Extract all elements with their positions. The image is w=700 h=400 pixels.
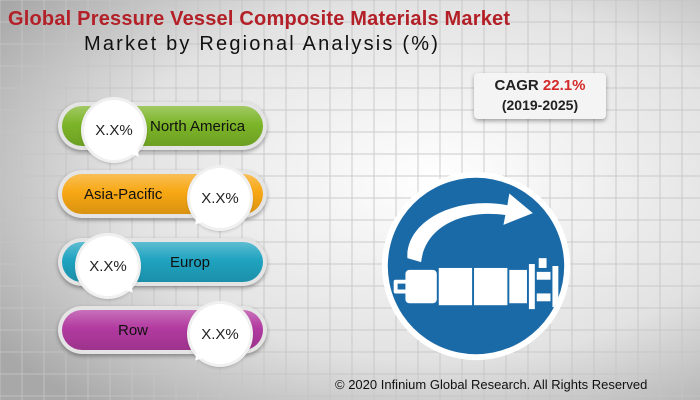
region-value: X.X% — [89, 257, 127, 275]
region-label: Row — [118, 321, 149, 339]
region-label: North America — [150, 117, 246, 135]
region-pill-fill: Asia-Pacific X.X% — [62, 168, 263, 228]
region-label: Asia-Pacific — [84, 185, 163, 203]
region-value: X.X% — [201, 325, 239, 343]
copyright-footer: © 2020 Infinium Global Research. All Rig… — [335, 377, 648, 392]
cagr-line: CAGR 22.1% — [474, 77, 606, 94]
region-value-bubble: X.X% — [190, 168, 250, 228]
region-value-bubble: X.X% — [78, 236, 138, 296]
region-label: Europ — [170, 253, 211, 271]
region-pill-north-america: X.X% North America — [58, 100, 267, 160]
region-value: X.X% — [201, 189, 239, 207]
cagr-period: (2019-2025) — [501, 97, 579, 113]
region-pill-fill: X.X% Europ — [62, 236, 263, 296]
region-pill-europe: X.X% Europ — [58, 236, 267, 296]
pressure-vessel-rotate-icon — [378, 168, 574, 364]
region-pill-fill: Row X.X% — [62, 304, 263, 364]
cagr-value: 22.1% — [542, 77, 586, 94]
region-value: X.X% — [95, 121, 133, 139]
page-subtitle: Market by Regional Analysis (%) — [84, 33, 441, 55]
region-pill-fill: X.X% North America — [62, 100, 263, 160]
region-pill-row: Row X.X% — [58, 304, 267, 364]
region-value-bubble: X.X% — [190, 304, 250, 364]
cagr-box: CAGR 22.1% (2019-2025) — [474, 73, 606, 119]
cagr-label: CAGR — [494, 77, 539, 94]
region-pill-asia-pacific: Asia-Pacific X.X% — [58, 168, 267, 228]
page-title: Global Pressure Vessel Composite Materia… — [8, 8, 511, 30]
region-value-bubble: X.X% — [84, 100, 144, 160]
